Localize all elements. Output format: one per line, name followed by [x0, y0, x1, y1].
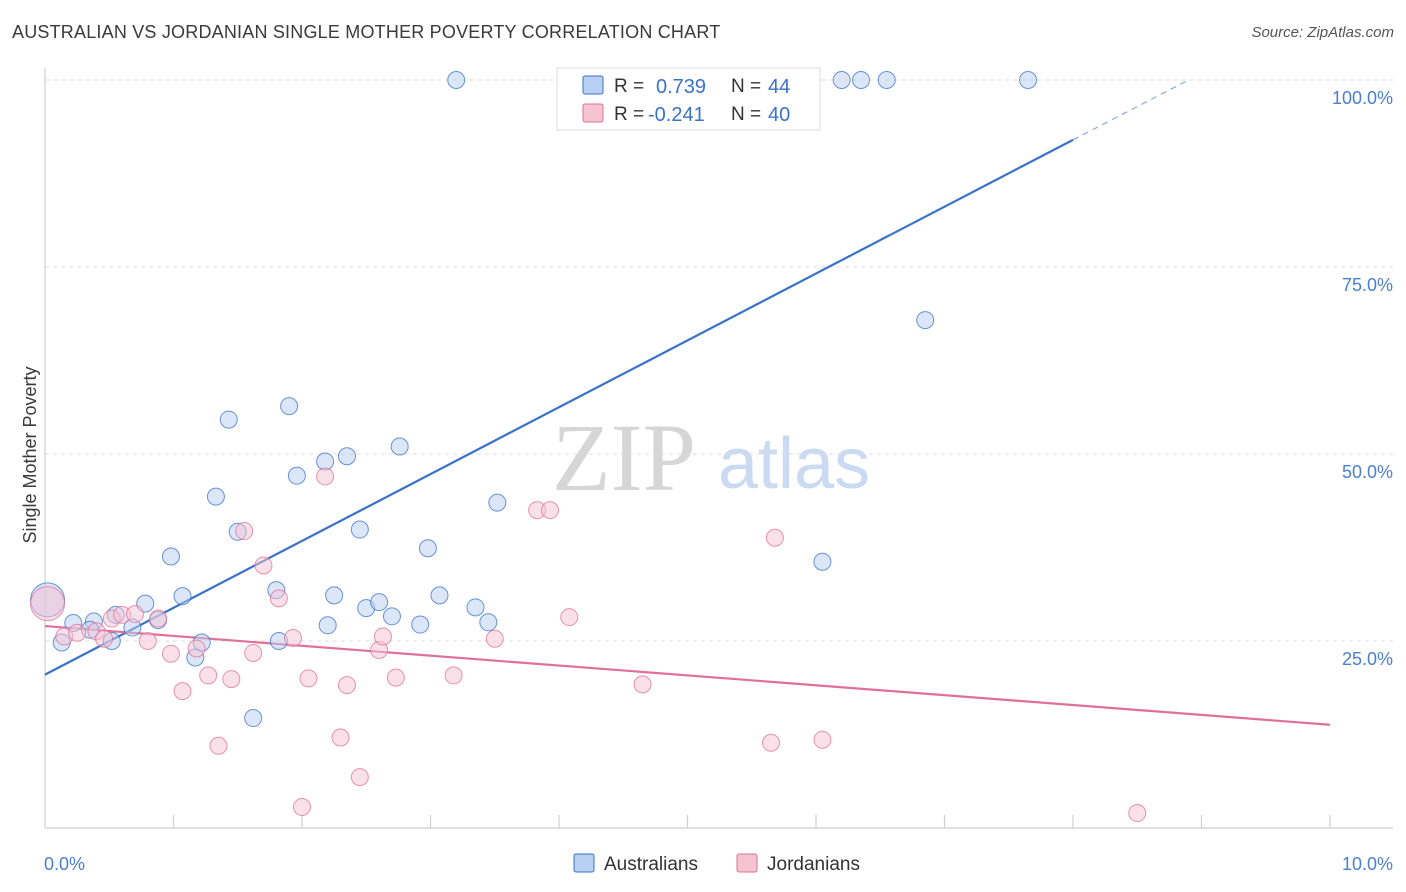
point-jordanians-39 — [1128, 804, 1147, 823]
watermark-zip: ZIP — [552, 404, 696, 511]
data-points — [30, 71, 1147, 823]
legend-swatch-bottom-australians — [573, 853, 595, 873]
point-jordanians-28 — [373, 627, 392, 646]
point-jordanians-16 — [235, 522, 254, 541]
legend-swatch-bottom-jordanians — [736, 853, 758, 873]
x-tick-label-min: 0.0% — [44, 854, 85, 874]
legend-swatch-jordanians — [582, 103, 604, 123]
gridlines — [45, 79, 1393, 642]
point-australians-14 — [206, 487, 225, 506]
trend-lines — [44, 79, 1331, 726]
legend-n-value-jordanians: 40 — [768, 104, 790, 126]
point-australians-40 — [851, 71, 870, 89]
point-jordanians-7 — [125, 605, 144, 624]
point-jordanians-25 — [337, 676, 356, 695]
point-jordanians-24 — [331, 728, 350, 747]
point-jordanians-15 — [222, 670, 241, 689]
y-tick-label-3: 100.0% — [1332, 88, 1393, 108]
point-jordanians-37 — [765, 528, 784, 547]
legend-n-label-australians: N = — [731, 76, 761, 97]
point-australians-22 — [316, 452, 335, 471]
point-jordanians-9 — [149, 609, 168, 628]
point-jordanians-26 — [350, 768, 369, 787]
point-jordanians-29 — [386, 668, 405, 687]
point-jordanians-4 — [95, 629, 114, 648]
point-australians-11 — [173, 587, 192, 606]
point-jordanians-21 — [293, 798, 311, 817]
point-australians-39 — [832, 71, 851, 89]
point-australians-25 — [337, 447, 356, 466]
x-tick-label-max: 10.0% — [1342, 854, 1393, 874]
legend-label-australians: Australians — [604, 854, 698, 875]
point-australians-17 — [244, 709, 263, 728]
point-jordanians-35 — [633, 675, 652, 694]
y-tick-labels: 25.0% 50.0% 75.0% 100.0% — [1332, 88, 1393, 669]
legend-n-label-jordanians: N = — [731, 104, 761, 125]
point-jordanians-22 — [299, 669, 318, 688]
point-jordanians-36 — [762, 733, 781, 752]
point-australians-10 — [161, 547, 180, 566]
y-tick-label-2: 75.0% — [1342, 275, 1393, 295]
point-jordanians-20 — [284, 629, 303, 648]
point-jordanians-8 — [138, 632, 157, 650]
point-australians-24 — [325, 586, 344, 605]
legend-label-jordanians: Jordanians — [767, 854, 860, 875]
y-tick-label-1: 50.0% — [1342, 462, 1393, 482]
point-australians-29 — [382, 607, 401, 626]
point-jordanians-30 — [444, 666, 463, 685]
trend-line-jordanians — [44, 624, 1331, 726]
y-tick-label-0: 25.0% — [1342, 649, 1393, 669]
point-australians-32 — [418, 539, 437, 558]
watermark-atlas: atlas — [718, 424, 870, 504]
point-jordanians-12 — [187, 639, 206, 658]
trend-line-australians — [44, 138, 1074, 676]
legend-n-value-australians: 44 — [768, 76, 790, 98]
point-australians-34 — [447, 71, 466, 89]
point-australians-35 — [466, 598, 485, 617]
point-australians-20 — [280, 397, 299, 416]
point-jordanians-33 — [541, 501, 560, 520]
point-australians-42 — [916, 311, 935, 330]
point-jordanians-18 — [254, 556, 273, 575]
correlation-legend: R = 0.739 N = 44 R = -0.241 N = 40 — [556, 67, 821, 131]
point-jordanians-13 — [199, 666, 218, 685]
point-australians-33 — [430, 586, 449, 605]
point-australians-31 — [411, 615, 430, 634]
point-australians-43 — [1019, 71, 1038, 89]
source-credit: Source: ZipAtlas.com — [1251, 24, 1394, 41]
point-australians-15 — [219, 410, 238, 429]
legend-r-label-jordanians: R = — [614, 104, 644, 125]
point-australians-36 — [479, 613, 498, 632]
legend-r-label-australians: R = — [614, 76, 644, 97]
trend-extension-australians — [1072, 79, 1189, 141]
x-axis-ticks — [172, 815, 1331, 828]
point-jordanians-10 — [161, 644, 180, 663]
point-jordanians-2 — [68, 623, 87, 642]
series-legend: Australians Jordanians — [573, 853, 860, 875]
point-australians-30 — [390, 437, 409, 456]
point-jordanians-38 — [813, 730, 832, 749]
point-jordanians-0 — [30, 586, 66, 622]
point-jordanians-14 — [209, 736, 228, 755]
legend-r-value-australians: 0.739 — [656, 76, 706, 98]
point-jordanians-17 — [244, 643, 263, 662]
point-jordanians-23 — [316, 467, 335, 486]
point-australians-41 — [877, 71, 896, 89]
point-jordanians-11 — [173, 682, 192, 701]
y-axis-label: Single Mother Poverty — [20, 366, 40, 543]
point-australians-23 — [318, 616, 337, 635]
point-australians-26 — [350, 520, 369, 539]
legend-swatch-australians — [582, 75, 604, 95]
point-australians-28 — [370, 593, 389, 612]
point-jordanians-31 — [485, 629, 504, 648]
legend-r-value-jordanians: -0.241 — [648, 104, 705, 126]
point-australians-38 — [813, 552, 832, 571]
point-jordanians-19 — [269, 589, 288, 608]
chart-title: AUSTRALIAN VS JORDANIAN SINGLE MOTHER PO… — [12, 22, 721, 42]
point-australians-37 — [488, 493, 507, 512]
point-jordanians-34 — [560, 608, 579, 627]
point-australians-21 — [287, 466, 306, 485]
